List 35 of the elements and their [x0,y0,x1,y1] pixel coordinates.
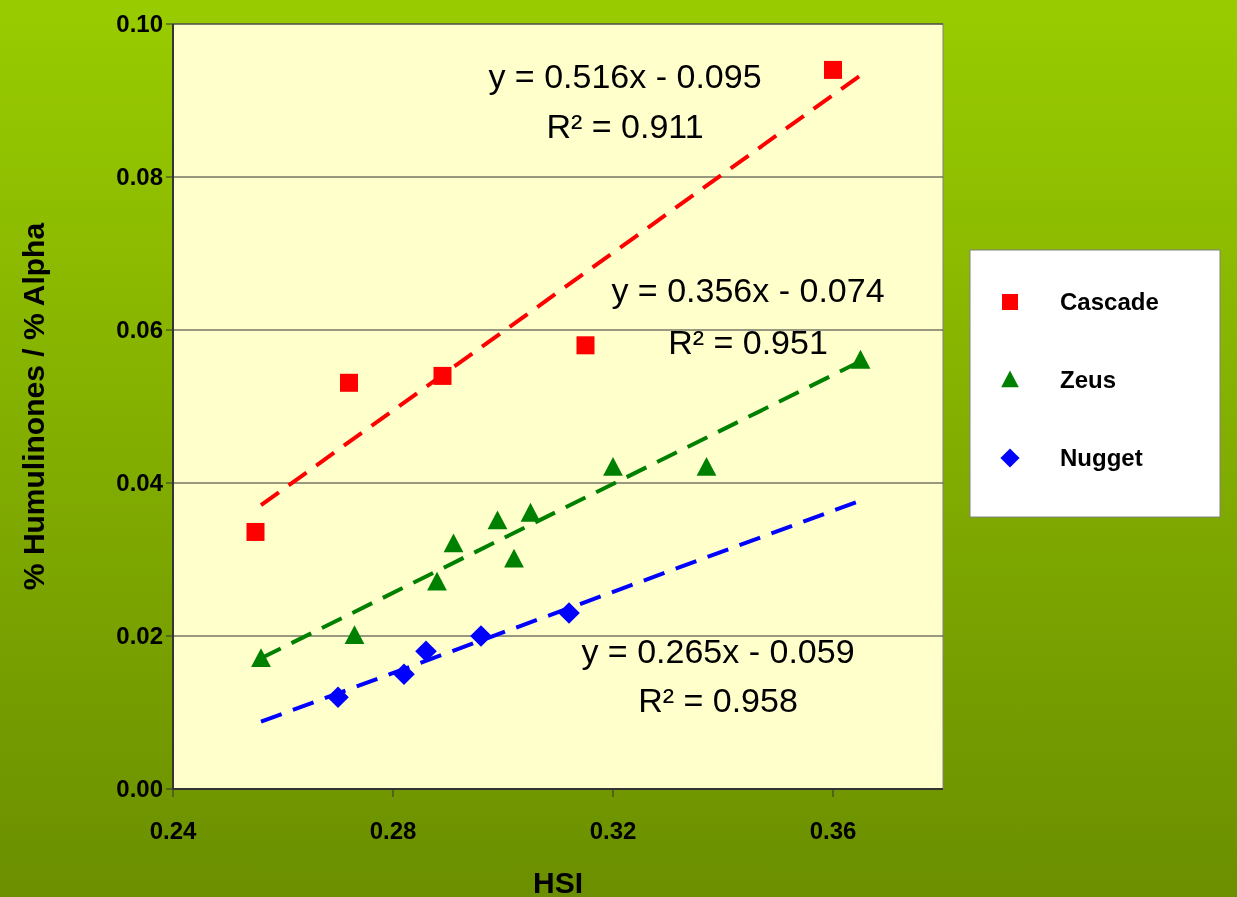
y-tick-label: 0.08 [116,163,163,191]
x-tick-label: 0.24 [149,817,197,844]
y-tick-label: 0.04 [116,469,164,497]
point [340,373,358,392]
annotation: y = 0.265x - 0.059 [581,631,855,670]
point [504,548,524,568]
point [487,510,508,530]
point [427,571,447,591]
point [246,522,265,541]
annotation: R² = 0.911 [546,106,704,145]
point [344,625,365,645]
y-tick-label: 0.06 [116,316,163,344]
point [696,456,717,476]
point [251,648,271,668]
y-axis-title: % Humulinones / % Alpha [17,222,50,591]
point [415,640,437,663]
y-tick-label: 0.00 [116,775,163,803]
point [520,502,541,522]
legend-label: Cascade [1060,288,1159,316]
annotation: R² = 0.951 [668,322,828,361]
y-tick-label: 0.10 [116,10,163,38]
x-tick-label: 0.36 [809,817,857,844]
point [576,336,595,355]
point [824,60,842,79]
point [603,456,623,476]
legend-label: Nugget [1060,444,1143,472]
x-tick-label: 0.28 [369,817,417,844]
annotation: y = 0.356x - 0.074 [611,270,885,309]
point [443,533,464,553]
y-tick-label: 0.02 [116,622,163,650]
annotation: y = 0.516x - 0.095 [488,56,762,95]
annotation: R² = 0.958 [638,680,798,719]
x-axis-title: HSI [532,866,584,897]
x-tick-label: 0.32 [589,817,637,844]
legend-label: Zeus [1060,366,1117,394]
